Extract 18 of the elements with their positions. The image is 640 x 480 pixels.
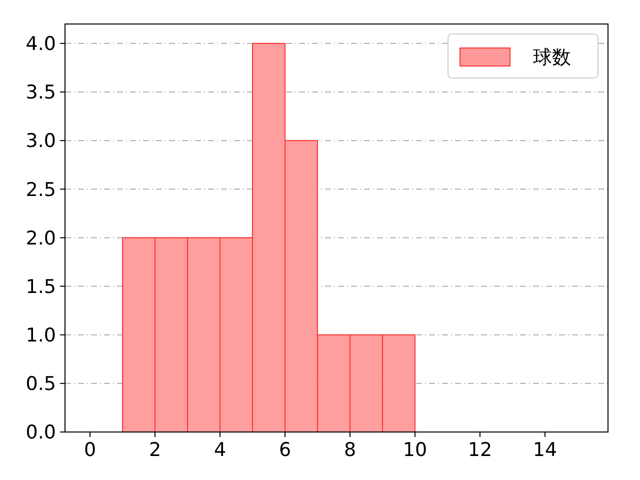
y-tick-label: 3.5 [26,82,56,104]
y-tick-label: 1.0 [26,324,56,347]
x-tick-label: 8 [344,439,356,461]
x-tick-label: 10 [402,439,428,461]
y-tick-label: 3.0 [26,130,56,152]
y-tick-label: 2.0 [26,227,56,250]
x-tick-label: 12 [468,439,492,461]
y-tick-label: 4.0 [26,33,56,56]
y-tick-label: 2.5 [26,178,56,201]
x-tick-label: 0 [84,439,96,461]
legend-label: 球数 [533,46,571,69]
x-tick-label: 4 [214,439,226,461]
y-tick-label: 0.5 [26,373,56,396]
x-tick-label: 6 [278,439,292,461]
x-tick-label: 14 [532,439,558,461]
y-tick-label: 1.5 [26,276,56,298]
x-tick-label: 2 [148,439,162,461]
y-tick-label: 0.0 [26,422,56,444]
